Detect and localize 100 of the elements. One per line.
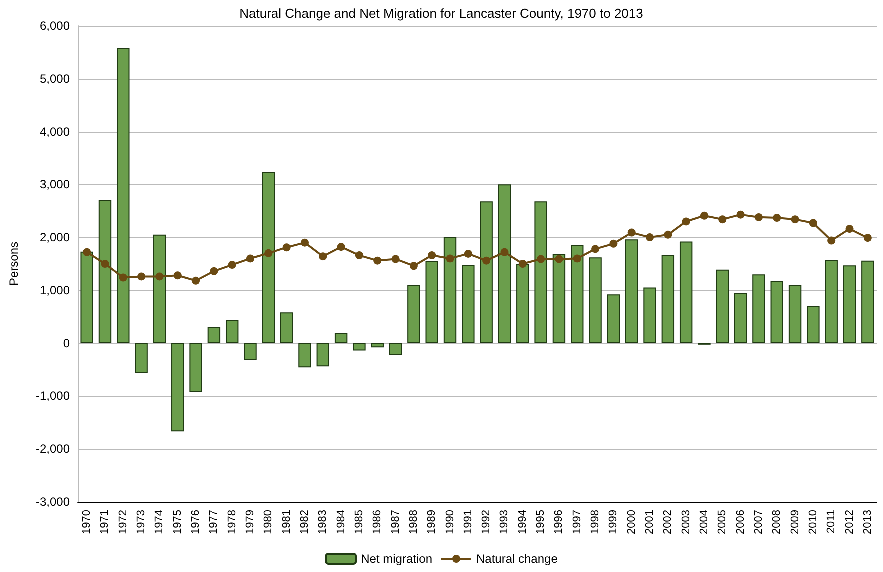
bar xyxy=(444,238,457,344)
x-tick-label: 1998 xyxy=(590,510,602,534)
point xyxy=(628,228,636,237)
point xyxy=(736,210,745,219)
x-tick-label: 2012 xyxy=(844,510,856,534)
bar xyxy=(552,254,566,344)
bar xyxy=(680,242,693,344)
x-tick-label: 1989 xyxy=(426,510,438,534)
x-tick-label: 2003 xyxy=(680,510,692,534)
x-tick-label: 1986 xyxy=(372,510,384,534)
point xyxy=(573,254,582,263)
y-tick-label: 3,000 xyxy=(40,178,70,192)
point xyxy=(355,252,364,260)
x-tick-label: 1987 xyxy=(390,510,402,534)
point xyxy=(482,256,491,265)
bar xyxy=(734,293,748,344)
bar xyxy=(462,265,475,344)
x-tick-label: 2005 xyxy=(716,510,729,534)
x-tick-label: 2008 xyxy=(771,510,784,534)
bar xyxy=(716,270,730,344)
x-tick-label: 1974 xyxy=(154,510,166,534)
x-tick-label: 1979 xyxy=(244,510,257,534)
bar xyxy=(625,240,638,344)
bar xyxy=(389,343,402,356)
x-tick-label: 1991 xyxy=(462,510,474,534)
y-tick-label: 1,000 xyxy=(40,283,70,298)
bar xyxy=(752,274,766,344)
point xyxy=(337,243,346,252)
bar xyxy=(208,326,221,344)
point xyxy=(537,255,546,264)
point xyxy=(174,272,182,280)
x-tick-label: 1975 xyxy=(172,510,184,534)
x-tick-label: 1996 xyxy=(553,510,566,534)
x-tick-label: 2007 xyxy=(752,510,765,534)
point xyxy=(592,245,600,254)
point xyxy=(300,238,309,247)
x-tick-label: 1976 xyxy=(190,510,202,534)
y-tick-label: 0 xyxy=(63,336,70,350)
bar xyxy=(644,288,656,344)
bar xyxy=(480,202,493,344)
bar xyxy=(662,256,675,344)
point xyxy=(138,272,146,281)
x-tick-label: 1997 xyxy=(571,510,584,534)
bar xyxy=(262,172,276,344)
bar xyxy=(426,261,438,344)
legend-label: Net migration xyxy=(361,552,432,566)
bar xyxy=(135,343,148,373)
point xyxy=(646,234,654,242)
point xyxy=(610,240,618,248)
bar xyxy=(298,343,312,368)
y-tick-label: 4,000 xyxy=(40,124,70,139)
x-tick-label: 1985 xyxy=(353,510,366,534)
point xyxy=(809,219,818,228)
y-tick-label: 5,000 xyxy=(40,72,70,86)
bar xyxy=(862,260,874,344)
point xyxy=(101,260,110,268)
y-tick-label: -2,000 xyxy=(36,442,70,456)
bar xyxy=(371,343,384,348)
x-tick-label: 2011 xyxy=(826,510,838,534)
bar xyxy=(280,312,294,344)
bar xyxy=(190,343,202,393)
x-tick-label: 2004 xyxy=(698,510,710,534)
y-tick-label: -1,000 xyxy=(36,389,70,404)
bar xyxy=(226,320,239,344)
point xyxy=(192,276,200,285)
point xyxy=(119,274,128,282)
point xyxy=(828,236,836,245)
bar xyxy=(825,260,838,344)
x-tick-label: 1984 xyxy=(335,510,348,534)
x-tick-label: 1999 xyxy=(608,510,620,534)
point xyxy=(446,254,454,263)
point xyxy=(410,262,418,270)
x-tick-label: 2001 xyxy=(644,510,656,534)
point xyxy=(282,244,291,252)
bar xyxy=(843,266,856,344)
point xyxy=(83,248,92,256)
bar xyxy=(788,285,802,344)
bar xyxy=(770,281,784,344)
point xyxy=(773,214,782,222)
bar xyxy=(408,285,420,344)
x-tick-label: 2006 xyxy=(734,510,747,534)
point xyxy=(156,272,164,281)
x-tick-label: 1992 xyxy=(480,510,493,534)
point xyxy=(754,213,763,222)
x-tick-label: 1981 xyxy=(280,510,293,534)
bar xyxy=(516,264,530,344)
point xyxy=(700,212,708,220)
bar xyxy=(353,343,366,351)
bar xyxy=(172,343,184,432)
x-tick-label: 2010 xyxy=(807,510,820,534)
point xyxy=(555,255,564,264)
y-tick-label: -3,000 xyxy=(36,495,70,509)
point xyxy=(718,216,727,224)
bar xyxy=(80,252,94,344)
point xyxy=(319,252,328,261)
point xyxy=(228,261,236,270)
bar xyxy=(498,184,512,344)
x-tick-label: 1983 xyxy=(317,510,330,534)
bar xyxy=(607,294,620,344)
bar xyxy=(571,245,584,344)
